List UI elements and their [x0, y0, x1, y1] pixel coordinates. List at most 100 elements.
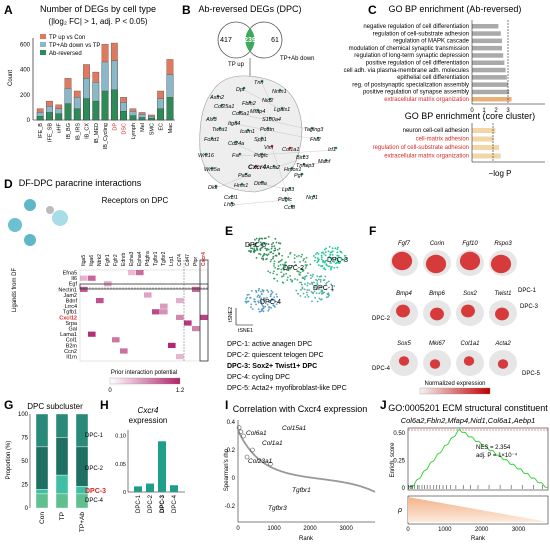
- f-gene-title: Rspo3: [494, 241, 512, 247]
- tsne-point: [258, 252, 260, 255]
- f-label-dpc2: DPC-2: [372, 316, 391, 322]
- tsne-point: [320, 291, 323, 293]
- tsne-point: [257, 239, 260, 242]
- tsne-point: [328, 255, 331, 258]
- tsne-point: [313, 281, 316, 284]
- network-gene-label: Nid2: [262, 98, 273, 104]
- venn-label-tpab-down: TP+Ab down: [280, 56, 315, 62]
- f-gene-title: Acta2: [494, 341, 511, 347]
- network-node: [230, 194, 234, 198]
- tsne-point: [305, 256, 308, 259]
- e-desc-3: DPC-3: Sox2+ Twist1+ DPC: [227, 363, 317, 370]
- tsne-point: [309, 263, 312, 266]
- network-gene-label: Pgf: [294, 173, 303, 179]
- network-node: [240, 182, 244, 186]
- tsne-point: [267, 248, 270, 251]
- tsne-point: [248, 297, 251, 299]
- network-gene-label: Dkk: [208, 185, 218, 191]
- network-node: [244, 172, 248, 176]
- tsne-point: [273, 277, 276, 280]
- e-cluster-dpc1: DPC-1: [313, 285, 334, 292]
- tsne-point: [337, 255, 340, 257]
- c-bar: [472, 67, 506, 73]
- a-bar: [83, 98, 90, 121]
- network-node: [218, 126, 222, 130]
- tsne-point: [304, 261, 307, 263]
- tsne-point: [259, 249, 262, 252]
- e-desc-4: DPC-4: cycling DPC: [227, 374, 290, 381]
- network-node: [234, 120, 238, 124]
- tsne-point: [316, 257, 319, 260]
- tsne-point: [295, 289, 298, 292]
- f-expression-hot: [425, 254, 447, 274]
- f-gene-title: Col1a1: [460, 341, 479, 347]
- tsne-point: [278, 247, 281, 250]
- tsne-point: [327, 280, 330, 283]
- i-ytick: 0: [232, 476, 236, 482]
- network-gene-label: Col6a1: [232, 111, 249, 117]
- tsne-point: [301, 270, 304, 272]
- h-title: Cxcr4: [138, 406, 159, 415]
- tsne-point: [293, 257, 296, 260]
- c-bar: [472, 89, 510, 95]
- tsne-point: [306, 294, 309, 296]
- a-xtick: SMC: [149, 123, 155, 135]
- tsne-point: [328, 294, 330, 297]
- tsne-point: [317, 278, 320, 281]
- g-stack-segment: [35, 446, 49, 490]
- a-bar: [64, 103, 72, 121]
- tsne-point: [335, 262, 338, 264]
- tsne-point: [325, 296, 328, 299]
- d-cell: [168, 342, 176, 348]
- network-gene-label: Tnfaip3: [296, 163, 315, 169]
- a-xtick: Mac: [168, 123, 174, 134]
- tsne-point: [306, 284, 309, 287]
- tsne-point: [273, 262, 276, 265]
- i-xtick: 1000: [267, 526, 281, 532]
- network-gene-label: Ccl8: [284, 205, 296, 211]
- d-ligand: Srpa: [65, 321, 78, 327]
- tsne-point: [320, 258, 323, 261]
- e-desc-1: DPC-1: active anagen DPC: [227, 341, 312, 348]
- panel-label-a: A: [4, 3, 13, 17]
- tsne-point: [251, 247, 254, 250]
- tsne-point: [255, 303, 257, 306]
- f-gene-title: Bmp4: [396, 291, 412, 297]
- tsne-point: [316, 300, 319, 303]
- g-label-dpc3: DPC-3: [85, 488, 106, 495]
- tsne-point: [312, 292, 314, 295]
- panel-label-j: J: [380, 398, 387, 412]
- d-receptor: Lrp1: [169, 256, 175, 266]
- d-ligand: Egf: [69, 282, 78, 288]
- d-cell: [128, 270, 136, 276]
- d-ligand: Col1: [66, 338, 77, 344]
- network-node: [268, 97, 272, 101]
- network-gene-label: Manf: [318, 159, 331, 165]
- network-gene-label: Acta2: [265, 165, 280, 171]
- tsne-point: [260, 244, 263, 247]
- e-axis-y: tSNE2: [228, 307, 234, 322]
- tsne-point: [331, 257, 334, 260]
- tsne-point: [304, 267, 307, 269]
- f-colorbar: [419, 387, 491, 395]
- tsne-point: [331, 250, 334, 253]
- network-gene-label: Hmx1: [234, 183, 248, 189]
- d-cell: [136, 270, 144, 276]
- d-receptor: Epha3: [129, 251, 135, 266]
- d-receptor: Ednrb: [121, 252, 127, 266]
- network-node: [254, 164, 258, 168]
- i-ylabel: Spearman's rho: [224, 448, 230, 491]
- tsne-point: [338, 261, 341, 264]
- tsne-point: [273, 249, 276, 252]
- tsne-point: [284, 266, 286, 268]
- tsne-point: [256, 296, 259, 298]
- d-cell: [88, 331, 96, 337]
- panel-f: Fgf7 Corin Fgf10 Rspo3 Bmp4 Bmp6 Sox2 Twist1 Sox…: [372, 241, 541, 395]
- tsne-point: [300, 267, 302, 270]
- tsne-point: [305, 275, 308, 277]
- tsne-point: [328, 265, 331, 268]
- i-gene-label: Tgfbr3: [268, 505, 287, 512]
- network-node: [210, 136, 214, 140]
- network-node: [216, 94, 220, 98]
